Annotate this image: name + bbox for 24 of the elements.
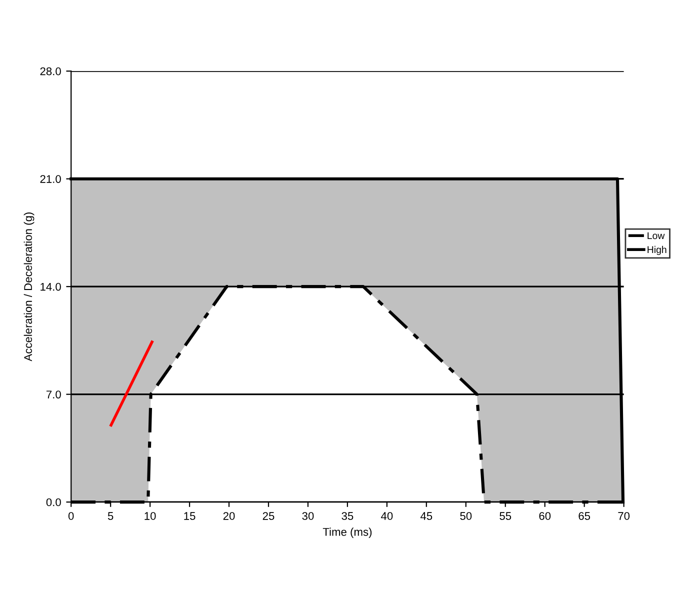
y-axis-title: Acceleration / Deceleration (g)	[24, 212, 34, 362]
x-tick-label: 10	[144, 512, 156, 520]
x-tick-label: 40	[381, 512, 393, 520]
x-axis-title: Time (ms)	[322, 528, 372, 538]
x-tick-label: 60	[539, 512, 551, 520]
x-tick-label: 65	[578, 512, 590, 520]
y-tick-label: 14.0	[40, 282, 61, 291]
x-tick-label: 0	[68, 512, 74, 520]
x-tick-label: 45	[420, 512, 432, 520]
x-tick-label: 35	[342, 512, 354, 520]
x-tick-label: 30	[302, 512, 314, 520]
legend-label: Low	[648, 232, 665, 240]
y-tick-label: 21.0	[40, 175, 61, 183]
x-tick-label: 70	[618, 512, 630, 520]
legend-label: High	[648, 246, 666, 255]
x-tick-label: 55	[500, 512, 512, 520]
y-tick-label: 7.0	[46, 390, 61, 398]
x-tick-label: 20	[223, 512, 235, 520]
x-tick-label: 15	[184, 512, 196, 520]
x-tick-label: 5	[108, 512, 114, 520]
y-tick-label: 28.0	[40, 67, 61, 76]
y-tick-label: 0.0	[46, 498, 61, 506]
x-tick-label: 25	[262, 512, 274, 520]
x-tick-label: 50	[460, 512, 472, 520]
